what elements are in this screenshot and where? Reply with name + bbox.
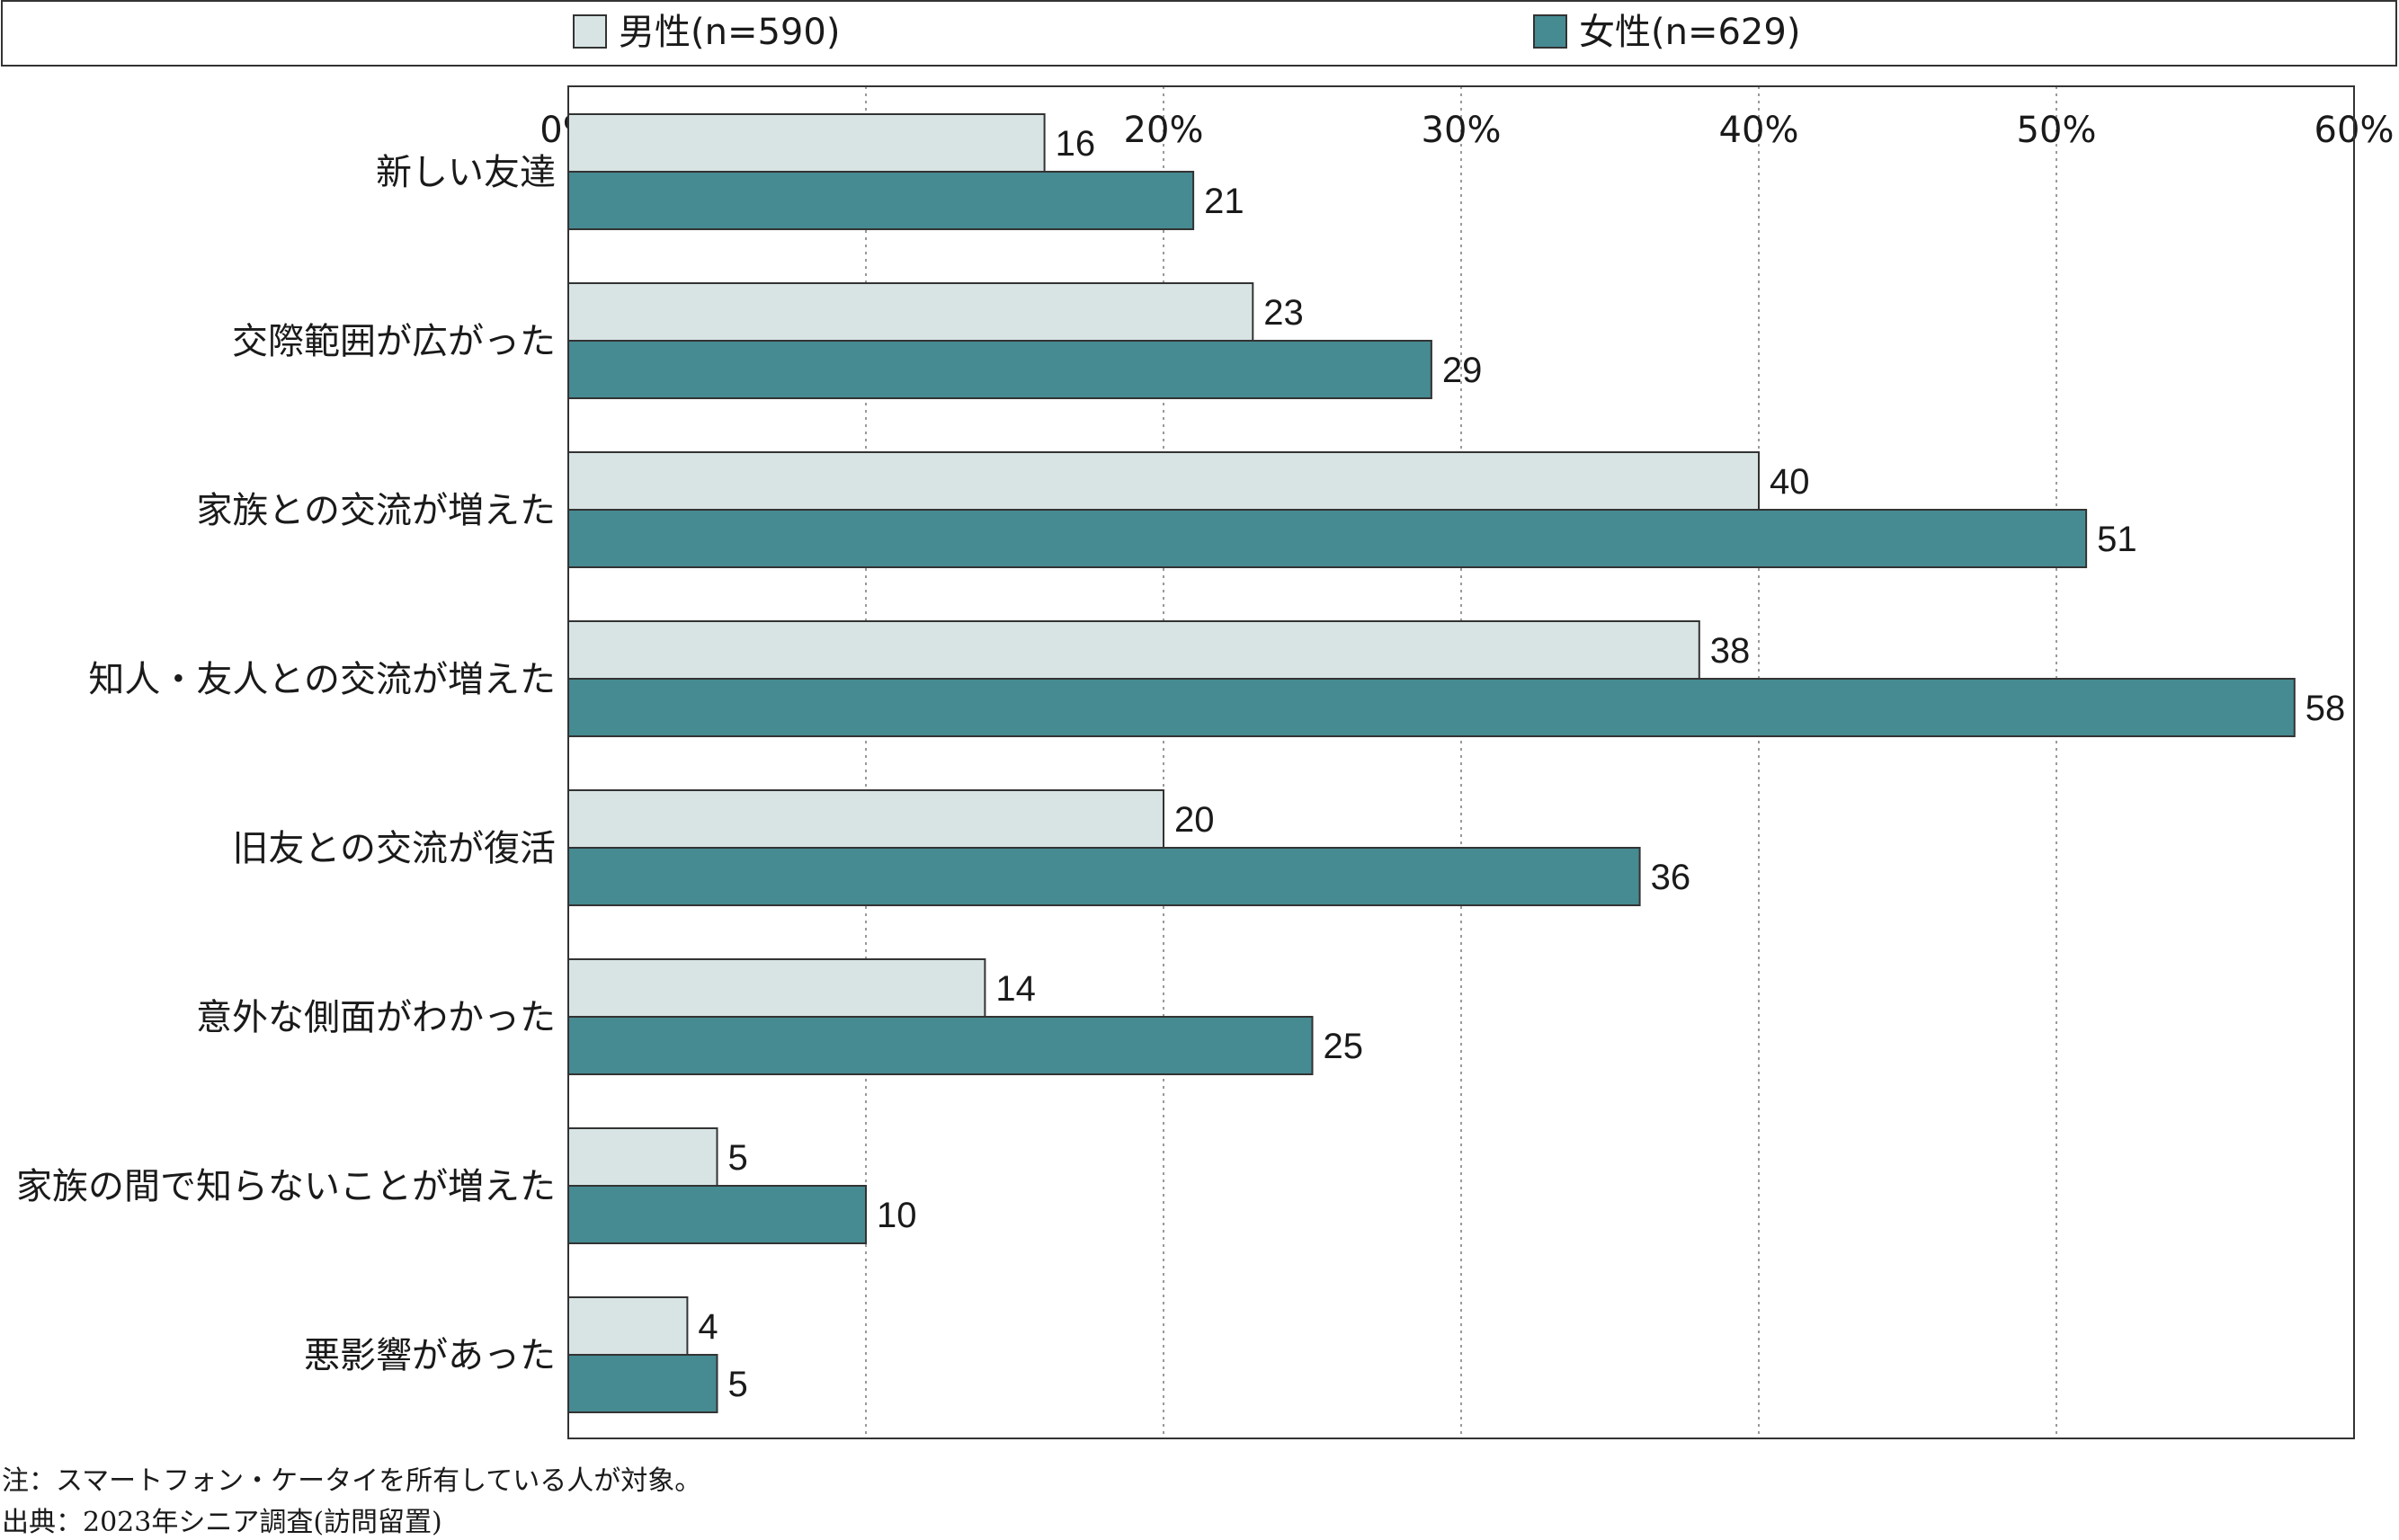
- chart-note: 注：スマートフォン・ケータイを所有している人が対象。: [2, 1465, 702, 1497]
- legend-label-male: 男性(n=590): [619, 12, 840, 53]
- category-label: 新しい友達: [376, 152, 556, 193]
- legend-label-female: 女性(n=629): [1579, 12, 1800, 53]
- category-label: 悪影響があった: [304, 1335, 556, 1376]
- bar-male-4: [567, 789, 1164, 849]
- value-label-female-6: 10: [877, 1196, 917, 1235]
- category-label: 家族の間で知らないことが増えた: [16, 1166, 556, 1207]
- legend-box: [1, 0, 2397, 67]
- value-label-female-0: 21: [1204, 182, 1244, 221]
- value-label-male-3: 38: [1710, 631, 1751, 671]
- bar-male-3: [567, 620, 1700, 680]
- bar-female-6: [567, 1185, 867, 1244]
- value-label-female-3: 58: [2305, 689, 2346, 728]
- value-label-female-2: 51: [2097, 520, 2137, 559]
- value-label-female-5: 25: [1324, 1027, 1364, 1066]
- value-label-male-5: 14: [995, 969, 1036, 1009]
- value-label-male-6: 5: [728, 1138, 748, 1178]
- bar-male-1: [567, 282, 1254, 342]
- bar-male-6: [567, 1127, 718, 1187]
- category-label: 意外な側面がわかった: [196, 997, 556, 1038]
- bar-male-2: [567, 451, 1760, 511]
- value-label-male-0: 16: [1056, 124, 1096, 164]
- value-label-female-4: 36: [1651, 858, 1691, 897]
- bar-male-7: [567, 1296, 689, 1356]
- legend-swatch-female: [1533, 14, 1567, 49]
- value-label-female-1: 29: [1442, 351, 1483, 390]
- value-label-male-7: 4: [698, 1307, 718, 1347]
- category-label: 家族との交流が増えた: [196, 490, 556, 531]
- x-tick-label: 30%: [1422, 110, 1502, 151]
- bar-female-7: [567, 1354, 718, 1413]
- bar-female-2: [567, 509, 2088, 568]
- category-label: 交際範囲が広がった: [232, 321, 556, 362]
- category-label: 知人・友人との交流が増えた: [88, 659, 556, 700]
- bar-male-0: [567, 113, 1046, 173]
- bar-female-5: [567, 1016, 1314, 1075]
- bar-female-1: [567, 340, 1432, 399]
- bar-female-0: [567, 171, 1195, 230]
- bar-male-5: [567, 958, 986, 1018]
- chart-source: 出典：2023年シニア調査(訪問留置): [2, 1507, 442, 1538]
- x-tick-label: 40%: [1719, 110, 1799, 151]
- bar-female-4: [567, 847, 1641, 906]
- value-label-male-2: 40: [1770, 462, 1810, 502]
- legend-swatch-male: [573, 14, 607, 49]
- bar-female-3: [567, 678, 2296, 737]
- category-label: 旧友との交流が復活: [232, 828, 556, 869]
- x-tick-label: 20%: [1124, 110, 1204, 151]
- value-label-male-1: 23: [1263, 293, 1304, 333]
- bars: [567, 113, 2296, 1413]
- value-label-male-4: 20: [1174, 800, 1215, 840]
- plot-frame: [567, 85, 2355, 1439]
- x-tick-label: 50%: [2017, 110, 2097, 151]
- category-labels: 新しい友達交際範囲が広がった家族との交流が増えた知人・友人との交流が増えた旧友と…: [16, 152, 556, 1376]
- value-label-female-7: 5: [728, 1365, 748, 1404]
